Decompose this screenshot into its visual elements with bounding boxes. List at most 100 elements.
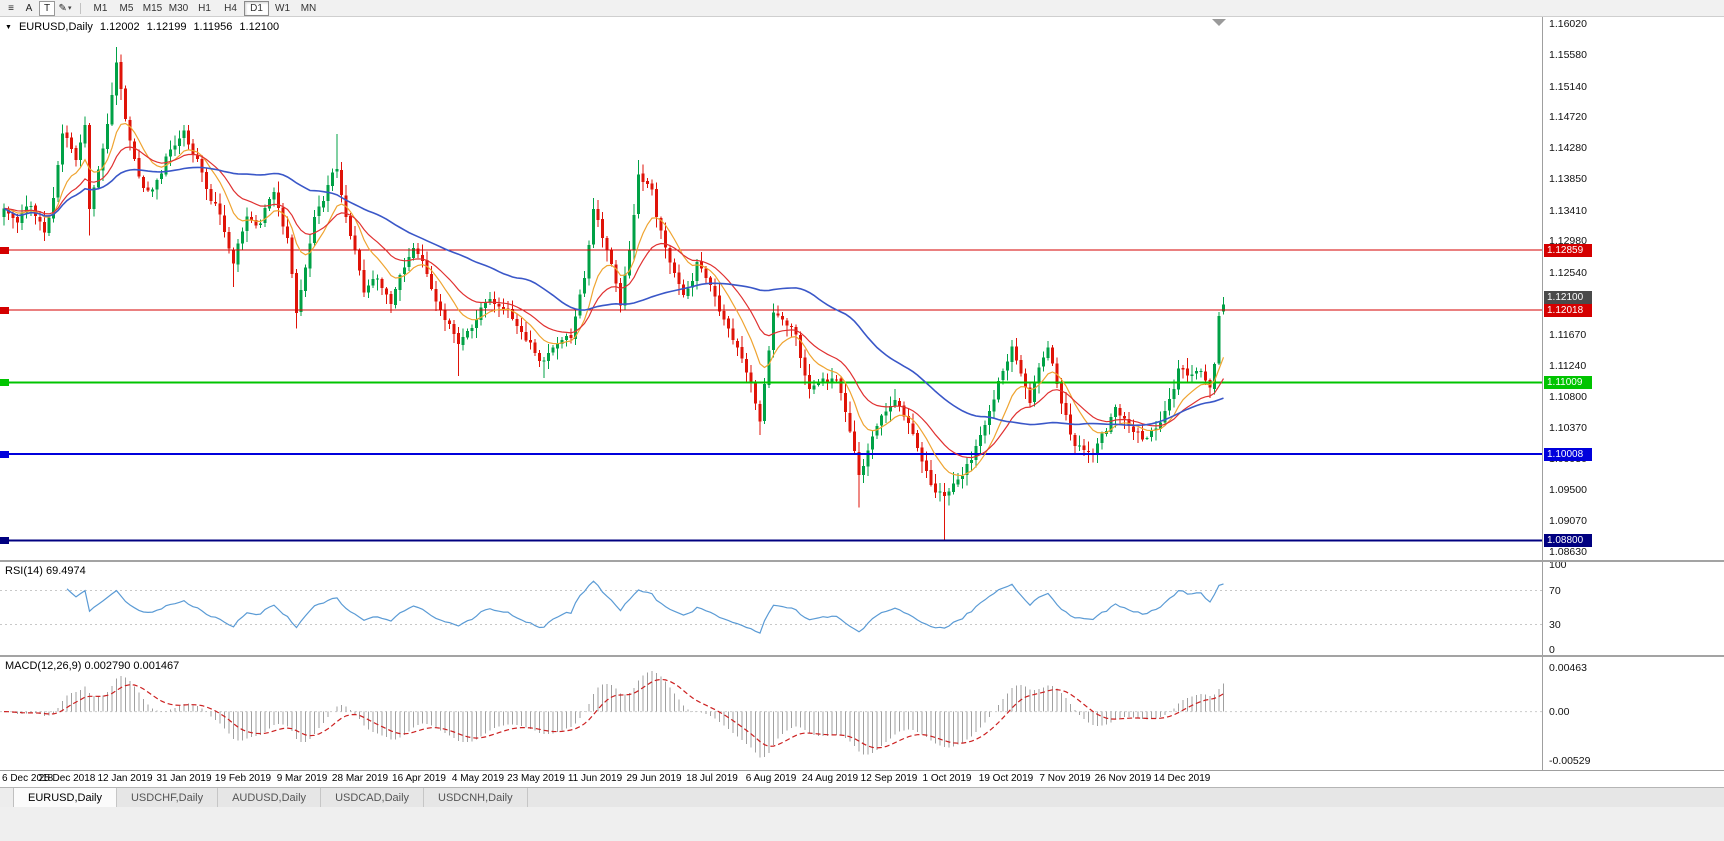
symbol-tabs: EURUSD,Daily USDCHF,Daily AUDUSD,Daily USDC… <box>14 788 528 807</box>
price-axis-label: 1.12540 <box>1549 267 1587 279</box>
macd-axis-label: 0.00463 <box>1549 662 1587 674</box>
price-tag: 1.12018 <box>1544 304 1592 317</box>
date-label: 23 May 2019 <box>507 773 565 784</box>
rsi-panel[interactable]: RSI(14) 69.4974 <box>0 562 1542 655</box>
price-tag: 1.11009 <box>1544 376 1592 389</box>
menu-icon: ≡ <box>8 2 14 14</box>
date-label: 16 Apr 2019 <box>392 773 446 784</box>
tab-scroll-button[interactable] <box>0 788 14 807</box>
timeframe-button-m1[interactable]: M1 <box>93 2 108 14</box>
candlestick-chart[interactable] <box>0 17 1542 560</box>
symbol-label: EURUSD,Daily <box>18 21 93 33</box>
rsi-chart[interactable] <box>0 562 1542 655</box>
price-axis-label: 1.14280 <box>1549 142 1587 154</box>
date-axis[interactable]: 6 Dec 2018 25 Dec 2018 12 Jan 2019 31 Jan 2… <box>0 770 1724 787</box>
panel-separator[interactable] <box>0 655 1724 657</box>
price-axis-label: 1.13850 <box>1549 173 1587 185</box>
timeframe-button-mn[interactable]: MN <box>300 2 317 14</box>
ohlc-close: 1.12100 <box>239 21 280 33</box>
rsi-axis-label: 100 <box>1549 559 1567 571</box>
rsi-axis-label: 0 <box>1549 644 1555 656</box>
line-anchor-marker[interactable] <box>0 451 9 458</box>
price-axis-label: 1.15580 <box>1549 49 1587 61</box>
price-chart-panel[interactable]: ▼ EURUSD,Daily 1.12002 1.12199 1.11956 1… <box>0 17 1542 560</box>
date-label: 9 Mar 2019 <box>276 773 328 784</box>
macd-axis-label: -0.00529 <box>1549 755 1591 767</box>
price-tag: 1.10008 <box>1544 448 1592 461</box>
price-axis-label: 1.13410 <box>1549 205 1587 217</box>
ohlc-high: 1.12199 <box>146 21 187 33</box>
ma-layer <box>3 122 1225 477</box>
date-label: 24 Aug 2019 <box>801 773 859 784</box>
date-label: 6 Aug 2019 <box>745 773 797 784</box>
drawing-tools-button[interactable]: ✎ ▾ <box>57 1 73 16</box>
line-anchor-marker[interactable] <box>0 379 9 386</box>
date-label: 14 Dec 2019 <box>1153 773 1211 784</box>
date-label: 4 May 2019 <box>451 773 505 784</box>
tab-audusd-daily[interactable]: AUDUSD,Daily <box>218 788 322 807</box>
date-label: 12 Sep 2019 <box>860 773 918 784</box>
timeframe-button-d1[interactable]: D1 <box>244 0 269 16</box>
tab-usdcad-daily[interactable]: USDCAD,Daily <box>321 788 425 807</box>
date-label: 28 Mar 2019 <box>331 773 389 784</box>
collapse-arrow-icon[interactable]: ▼ <box>5 23 12 31</box>
macd-panel[interactable]: MACD(12,26,9) 0.002790 0.001467 <box>0 657 1542 770</box>
date-label: 19 Feb 2019 <box>214 773 272 784</box>
menu-button[interactable]: ≡ <box>3 1 19 16</box>
timeframe-button-h1[interactable]: H1 <box>198 2 211 14</box>
price-tag: 1.12859 <box>1544 244 1592 257</box>
ohlc-open: 1.12002 <box>99 21 140 33</box>
toolbar: ≡ A T ✎ ▾ M1 M5 M15 M30 H1 H4 D1 W1 MN <box>0 0 1724 17</box>
shift-marker-icon[interactable] <box>1212 19 1226 26</box>
date-label: 26 Nov 2019 <box>1094 773 1152 784</box>
ohlc-low: 1.11956 <box>193 21 233 33</box>
price-tag: 1.08800 <box>1544 534 1592 547</box>
date-label: 6 Dec 2018 <box>2 773 54 784</box>
price-axis-label: 1.11240 <box>1549 360 1587 372</box>
price-axis-label: 1.09500 <box>1549 484 1587 496</box>
date-label: 19 Oct 2019 <box>978 773 1034 784</box>
candles-layer <box>2 46 1225 541</box>
date-label: 29 Jun 2019 <box>626 773 682 784</box>
macd-layer <box>0 670 1542 758</box>
symbol-tab-bar: EURUSD,Daily USDCHF,Daily AUDUSD,Daily USDC… <box>0 787 1724 807</box>
line-anchor-marker[interactable] <box>0 537 9 544</box>
tab-usdchf-daily[interactable]: USDCHF,Daily <box>116 788 219 807</box>
toolbar-separator <box>80 2 81 14</box>
line-anchor-marker[interactable] <box>0 307 9 314</box>
date-label: 12 Jan 2019 <box>97 773 153 784</box>
timeframe-button-m15[interactable]: M15 <box>142 2 163 14</box>
timeframe-button-w1[interactable]: W1 <box>275 2 290 14</box>
price-axis[interactable]: 1.16020 1.15580 1.15140 1.14720 1.14280 1.138… <box>1542 17 1724 770</box>
price-axis-label: 1.14720 <box>1549 111 1587 123</box>
bottom-filler <box>0 807 1724 841</box>
price-axis-label: 1.16020 <box>1549 18 1587 30</box>
price-axis-label: 1.15140 <box>1549 81 1587 93</box>
date-label: 18 Jul 2019 <box>686 773 738 784</box>
macd-label: MACD(12,26,9) 0.002790 0.001467 <box>5 660 180 672</box>
price-axis-label: 1.11670 <box>1549 329 1587 341</box>
font-a-button[interactable]: A <box>25 2 33 14</box>
macd-chart[interactable] <box>0 657 1542 770</box>
tab-usdcnh-daily[interactable]: USDCNH,Daily <box>424 788 528 807</box>
macd-axis-label: 0.00 <box>1549 706 1570 718</box>
date-label: 7 Nov 2019 <box>1039 773 1091 784</box>
price-axis-label: 1.10800 <box>1549 391 1587 403</box>
price-axis-label: 1.08630 <box>1549 546 1587 558</box>
line-anchor-marker[interactable] <box>0 247 9 254</box>
macd-histogram <box>7 670 1225 758</box>
timeframe-group: M1 M5 M15 M30 H1 H4 D1 W1 MN <box>88 0 321 16</box>
date-label: 1 Oct 2019 <box>922 773 972 784</box>
horizontal-lines-layer[interactable] <box>0 249 1542 542</box>
date-label: 11 Jun 2019 <box>567 773 623 784</box>
text-tool-button[interactable]: T <box>39 0 55 16</box>
rsi-axis-label: 30 <box>1549 619 1561 631</box>
tab-eurusd-daily[interactable]: EURUSD,Daily <box>14 788 117 807</box>
dropdown-arrow-icon: ▾ <box>67 5 72 12</box>
timeframe-button-m30[interactable]: M30 <box>168 2 189 14</box>
pencil-icon: ✎ <box>58 2 67 14</box>
panel-separator[interactable] <box>0 560 1724 562</box>
timeframe-button-h4[interactable]: H4 <box>224 2 237 14</box>
timeframe-button-m5[interactable]: M5 <box>119 2 134 14</box>
